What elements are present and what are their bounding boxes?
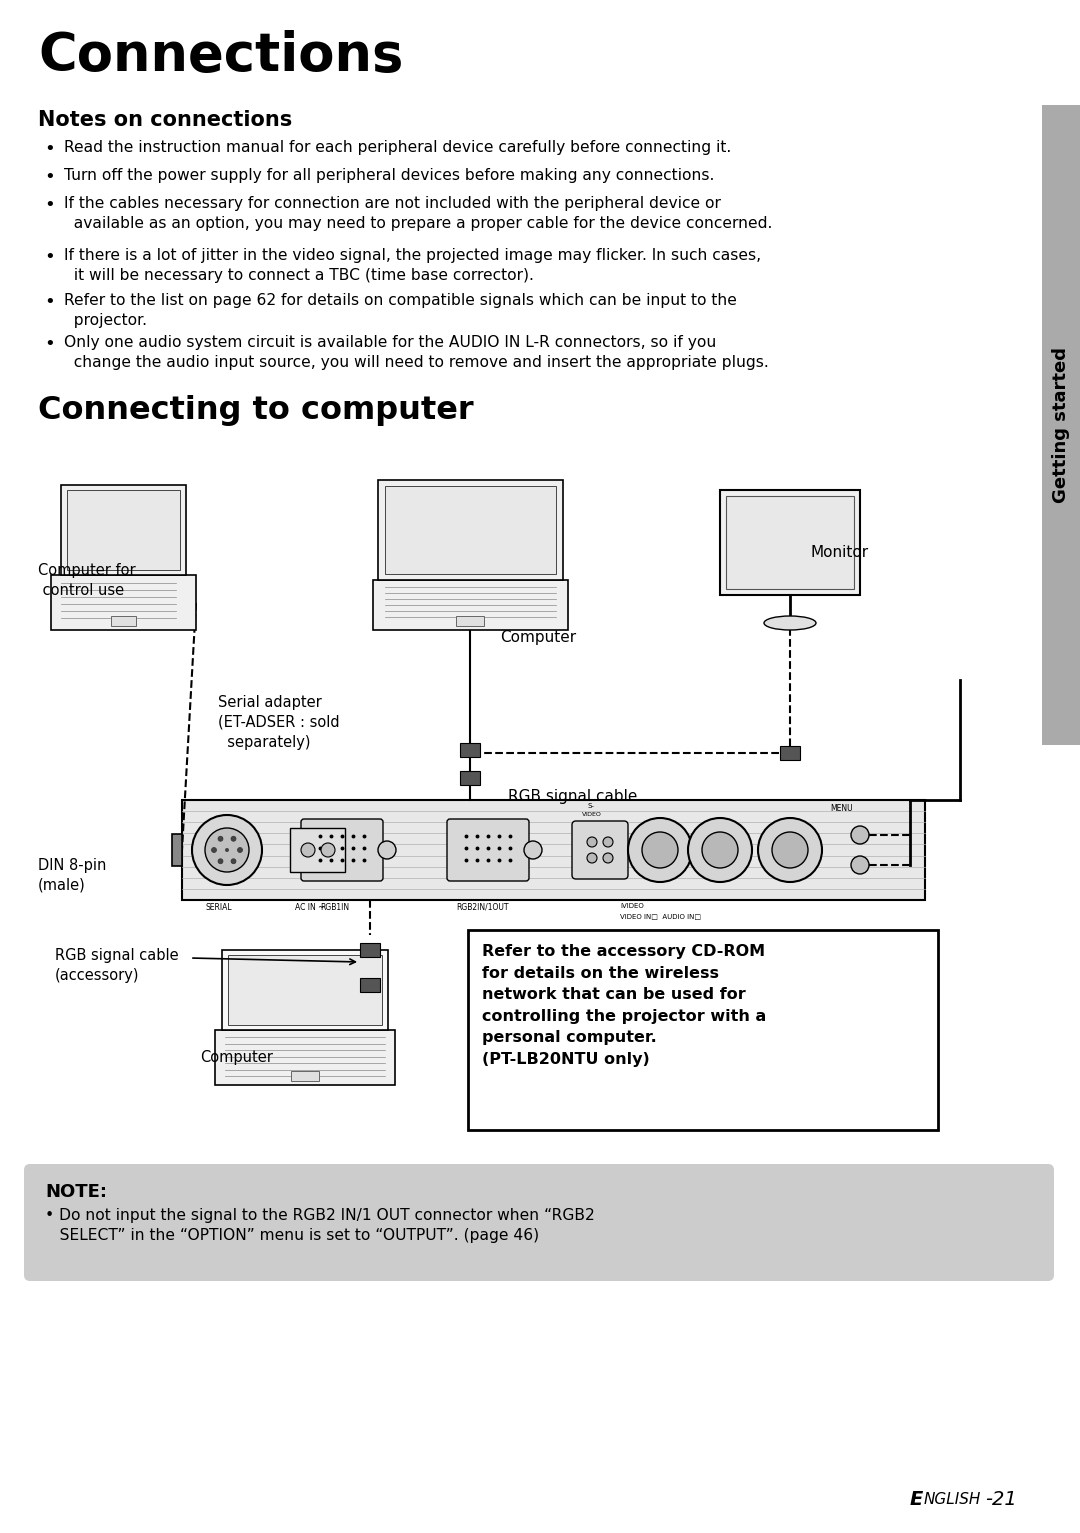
Text: NGLISH: NGLISH [924,1492,982,1507]
Text: • Do not input the signal to the RGB2 IN/1 OUT connector when “RGB2
   SELECT” i: • Do not input the signal to the RGB2 IN… [45,1208,595,1243]
Circle shape [238,848,243,852]
Bar [780,747,800,760]
FancyBboxPatch shape [572,822,627,878]
Circle shape [688,819,752,881]
Text: Connections: Connections [38,31,403,81]
Bar [456,616,484,625]
Text: S-: S- [588,803,595,809]
Bar [60,484,186,575]
FancyBboxPatch shape [24,1164,1054,1282]
Text: Only one audio system circuit is available for the AUDIO IN L-R connectors, so i: Only one audio system circuit is availab… [64,336,769,371]
Bar [726,497,854,589]
Text: Computer: Computer [500,630,576,645]
Bar [1042,104,1080,745]
Text: AC IN ~: AC IN ~ [295,903,324,912]
Circle shape [218,835,222,842]
Text: E: E [910,1490,923,1508]
Bar [228,955,382,1026]
Bar [378,480,563,579]
Text: If there is a lot of jitter in the video signal, the projected image may flicker: If there is a lot of jitter in the video… [64,248,761,284]
Circle shape [524,842,542,858]
Ellipse shape [764,616,816,630]
Circle shape [378,842,396,858]
Circle shape [192,816,262,885]
Circle shape [205,828,249,872]
Text: Refer to the list on page 62 for details on compatible signals which can be inpu: Refer to the list on page 62 for details… [64,293,737,328]
Text: RGB signal cable
(accessory): RGB signal cable (accessory) [55,947,178,983]
Text: MENU: MENU [831,803,852,812]
Text: NOTE:: NOTE: [45,1183,107,1200]
Circle shape [851,826,869,845]
Bar [460,771,480,785]
Text: •: • [44,293,55,311]
Circle shape [588,852,597,863]
Text: Serial adapter
(ET-ADSER : sold
  separately): Serial adapter (ET-ADSER : sold separate… [218,694,339,750]
Circle shape [301,843,315,857]
Bar [360,978,380,992]
Bar [291,828,345,872]
Bar [468,931,939,1130]
Bar [460,744,480,757]
Text: SERIAL: SERIAL [205,903,231,912]
Text: Computer: Computer [200,1050,273,1065]
Text: -21: -21 [985,1490,1016,1508]
Text: RGB2IN/1OUT: RGB2IN/1OUT [456,903,509,912]
Circle shape [851,855,869,874]
Bar [67,491,179,570]
Circle shape [627,819,692,881]
Text: RGB1IN: RGB1IN [320,903,349,912]
Circle shape [758,819,822,881]
Circle shape [772,832,808,868]
Text: Read the instruction manual for each peripheral device carefully before connecti: Read the instruction manual for each per… [64,140,731,155]
FancyBboxPatch shape [301,819,383,881]
Text: If the cables necessary for connection are not included with the peripheral devi: If the cables necessary for connection a… [64,196,772,231]
Text: VIDEO IN□  AUDIO IN□: VIDEO IN□ AUDIO IN□ [620,914,701,918]
Text: iVIDEO: iVIDEO [620,903,644,909]
Bar [215,1030,395,1085]
Circle shape [588,837,597,848]
Text: Refer to the accessory CD-ROM
for details on the wireless
network that can be us: Refer to the accessory CD-ROM for detail… [482,944,766,1067]
Circle shape [218,858,222,863]
Text: Turn off the power supply for all peripheral devices before making any connectio: Turn off the power supply for all periph… [64,169,714,182]
Bar [373,579,567,630]
Text: •: • [44,336,55,353]
Bar [222,950,388,1030]
Circle shape [603,837,613,848]
Bar [720,491,860,595]
Bar [172,834,183,866]
Circle shape [212,848,216,852]
Circle shape [225,848,229,852]
Circle shape [642,832,678,868]
FancyBboxPatch shape [447,819,529,881]
Bar [111,616,136,625]
Circle shape [231,835,237,842]
Bar [291,1072,319,1081]
Bar [384,486,555,573]
Text: •: • [44,169,55,185]
Circle shape [321,843,335,857]
Text: Computer for
 control use: Computer for control use [38,563,136,598]
Text: Getting started: Getting started [1052,346,1070,503]
Text: •: • [44,196,55,215]
Text: Monitor: Monitor [810,546,868,560]
Text: VIDEO: VIDEO [582,812,602,817]
Circle shape [702,832,738,868]
Text: •: • [44,140,55,158]
Text: •: • [44,248,55,267]
Text: RGB signal cable: RGB signal cable [508,789,637,803]
Bar [51,575,195,630]
Text: Connecting to computer: Connecting to computer [38,396,474,426]
Circle shape [231,858,237,863]
Text: Notes on connections: Notes on connections [38,110,293,130]
Text: DIN 8-pin
(male): DIN 8-pin (male) [38,858,106,892]
Bar [183,800,924,900]
Bar [360,943,380,957]
Circle shape [603,852,613,863]
